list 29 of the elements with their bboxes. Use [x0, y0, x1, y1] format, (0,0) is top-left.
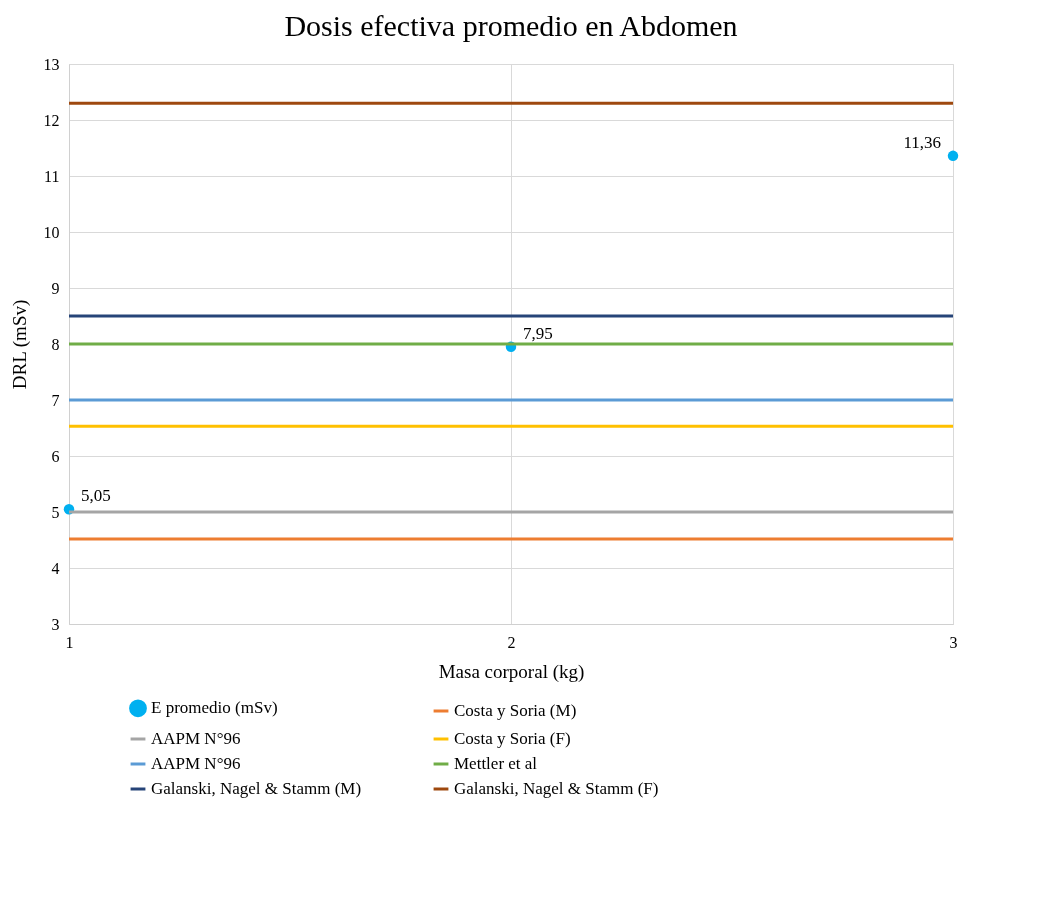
legend-label: E promedio (mSv) [151, 698, 278, 718]
legend-label: Galanski, Nagel & Stamm (F) [454, 779, 659, 798]
legend-label: Galanski, Nagel & Stamm (M) [151, 779, 362, 798]
y-axis-title: DRL (mSv) [8, 299, 31, 390]
y-tick-label: 13 [43, 55, 60, 73]
chart-title: Dosis efectiva promedio en Abdomen [284, 9, 738, 42]
x-tick-label: 3 [949, 633, 958, 651]
x-tick-label: 2 [507, 633, 516, 651]
y-tick-label: 9 [51, 279, 60, 297]
legend-label: Costa y Soria (M) [454, 701, 577, 720]
y-tick-label: 8 [51, 335, 60, 353]
y-tick-label: 7 [51, 391, 60, 409]
data-label: 11,36 [903, 132, 941, 152]
y-tick-label: 5 [51, 503, 60, 521]
x-axis-title: Masa corporal (kg) [438, 660, 585, 683]
legend-label: Costa y Soria (F) [454, 729, 571, 748]
point [947, 150, 959, 162]
data-label: 7,95 [523, 323, 553, 343]
y-tick-label: 4 [51, 559, 60, 577]
data-label: 5,05 [81, 486, 111, 506]
legend-label: Mettler et al [454, 754, 538, 773]
y-tick-label: 11 [44, 167, 60, 185]
y-tick-label: 10 [43, 223, 60, 241]
x-tick-label: 1 [65, 633, 74, 651]
legend-label: AAPM N°96 [151, 754, 241, 773]
y-tick-label: 6 [51, 447, 60, 465]
y-tick-label: 3 [51, 615, 60, 633]
y-tick-label: 12 [43, 111, 60, 129]
legend-label: AAPM N°96 [151, 729, 241, 748]
